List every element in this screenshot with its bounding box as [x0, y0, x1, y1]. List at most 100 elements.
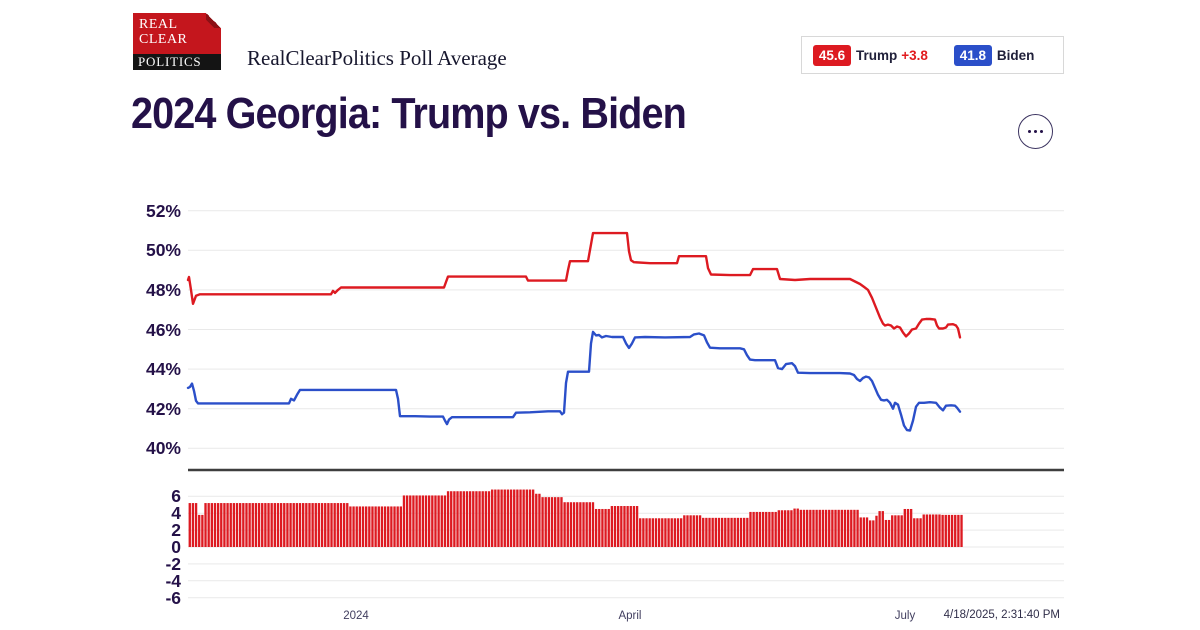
spread-bar — [846, 509, 850, 547]
spread-bar — [531, 489, 535, 547]
spread-bar — [651, 518, 654, 547]
spread-y-tick-label: 0 — [171, 537, 181, 557]
spread-bar — [273, 503, 276, 547]
spread-bar — [771, 511, 774, 547]
spread-bar — [431, 495, 434, 547]
spread-bar — [450, 491, 453, 547]
spread-bar — [670, 518, 673, 547]
spread-bar — [777, 510, 780, 547]
spread-bar — [500, 489, 503, 547]
spread-bar — [465, 491, 469, 547]
spread-bar — [399, 506, 402, 547]
spread-bar — [522, 489, 525, 547]
spread-bar — [733, 517, 736, 547]
spread-bar — [601, 508, 604, 547]
main-y-tick-label: 44% — [145, 359, 181, 380]
spread-y-tick-label: -4 — [165, 570, 181, 591]
spread-bar — [909, 508, 913, 547]
spread-bar — [434, 495, 437, 547]
spread-bar — [528, 489, 532, 547]
spread-bar — [746, 517, 749, 547]
spread-bar — [865, 517, 869, 547]
spread-bar — [446, 491, 450, 547]
spread-bar — [727, 517, 730, 547]
spread-bar — [453, 491, 456, 547]
spread-bar — [223, 503, 226, 547]
spread-bar — [213, 503, 217, 547]
spread-bar — [311, 503, 314, 547]
spread-bar — [468, 491, 472, 547]
spread-bar — [336, 503, 339, 547]
spread-bar — [509, 489, 513, 547]
spread-bar — [475, 491, 478, 547]
spread-bar — [594, 508, 598, 547]
spread-bar — [261, 503, 264, 547]
spread-bar — [424, 495, 428, 547]
spread-bar — [922, 514, 925, 547]
spread-y-tick-label: 2 — [171, 520, 181, 541]
spread-bar — [355, 506, 358, 547]
spread-bar — [585, 502, 588, 547]
spread-bar — [333, 503, 336, 547]
spread-bar — [717, 517, 721, 547]
spread-bar — [736, 517, 740, 547]
spread-bar — [928, 514, 932, 547]
spread-bar — [689, 515, 692, 547]
spread-bar — [869, 520, 872, 547]
spread-bar — [342, 503, 346, 547]
rcp-logo-text: REAL CLEAR — [139, 17, 187, 47]
spread-bar — [418, 495, 421, 547]
spread-bar — [393, 506, 396, 547]
spread-bar — [428, 495, 431, 547]
spread-bar — [302, 503, 305, 547]
spread-bar — [352, 506, 355, 547]
spread-bar — [957, 514, 960, 547]
spread-bar — [248, 503, 251, 547]
page-title: 2024 Georgia: Trump vs. Biden — [131, 89, 687, 138]
spread-bar — [525, 489, 528, 547]
spread-bar — [421, 495, 425, 547]
spread-bar — [881, 511, 884, 547]
spread-bar — [919, 518, 922, 547]
spread-bar — [850, 509, 853, 547]
spread-bar — [610, 506, 614, 547]
spread-bar — [481, 491, 484, 547]
spread-bar — [456, 491, 459, 547]
spread-bar — [806, 509, 809, 547]
trump-lead-value: +3.8 — [901, 47, 928, 63]
spread-bar — [276, 503, 280, 547]
spread-bar — [648, 518, 651, 547]
spread-bar — [739, 517, 743, 547]
spread-bar — [415, 495, 418, 547]
spread-bar — [891, 515, 894, 547]
spread-bar — [557, 497, 560, 547]
spread-bar — [724, 517, 727, 547]
spread-bar — [954, 514, 957, 547]
spread-y-tick-label: -6 — [165, 587, 181, 608]
spread-bar — [572, 502, 576, 547]
spread-bar — [645, 518, 648, 547]
spread-bar — [582, 502, 585, 547]
spread-bar — [396, 506, 399, 547]
spread-bar — [834, 509, 837, 547]
spread-bar — [279, 503, 283, 547]
spread-bar — [339, 503, 343, 547]
spread-bar — [749, 511, 752, 547]
spread-bar — [541, 497, 544, 547]
spread-bar — [661, 518, 664, 547]
spread-bar — [686, 515, 689, 547]
spread-bar — [472, 491, 475, 547]
spread-bar — [365, 506, 368, 547]
spread-bar — [295, 503, 299, 547]
spread-bar — [566, 502, 569, 547]
x-axis-label: April — [618, 610, 642, 622]
spread-bar — [702, 517, 705, 547]
spread-bar — [579, 502, 582, 547]
spread-bar — [257, 503, 261, 547]
page-curl-icon — [206, 13, 221, 28]
x-axis-label: 2024 — [343, 610, 369, 622]
more-options-button[interactable] — [1018, 114, 1053, 149]
spread-bar — [478, 491, 481, 547]
